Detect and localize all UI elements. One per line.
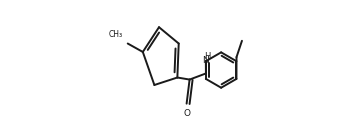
Text: H: H [204, 52, 210, 61]
Text: CH₃: CH₃ [109, 30, 123, 39]
Text: N: N [202, 56, 209, 65]
Text: O: O [184, 109, 191, 118]
